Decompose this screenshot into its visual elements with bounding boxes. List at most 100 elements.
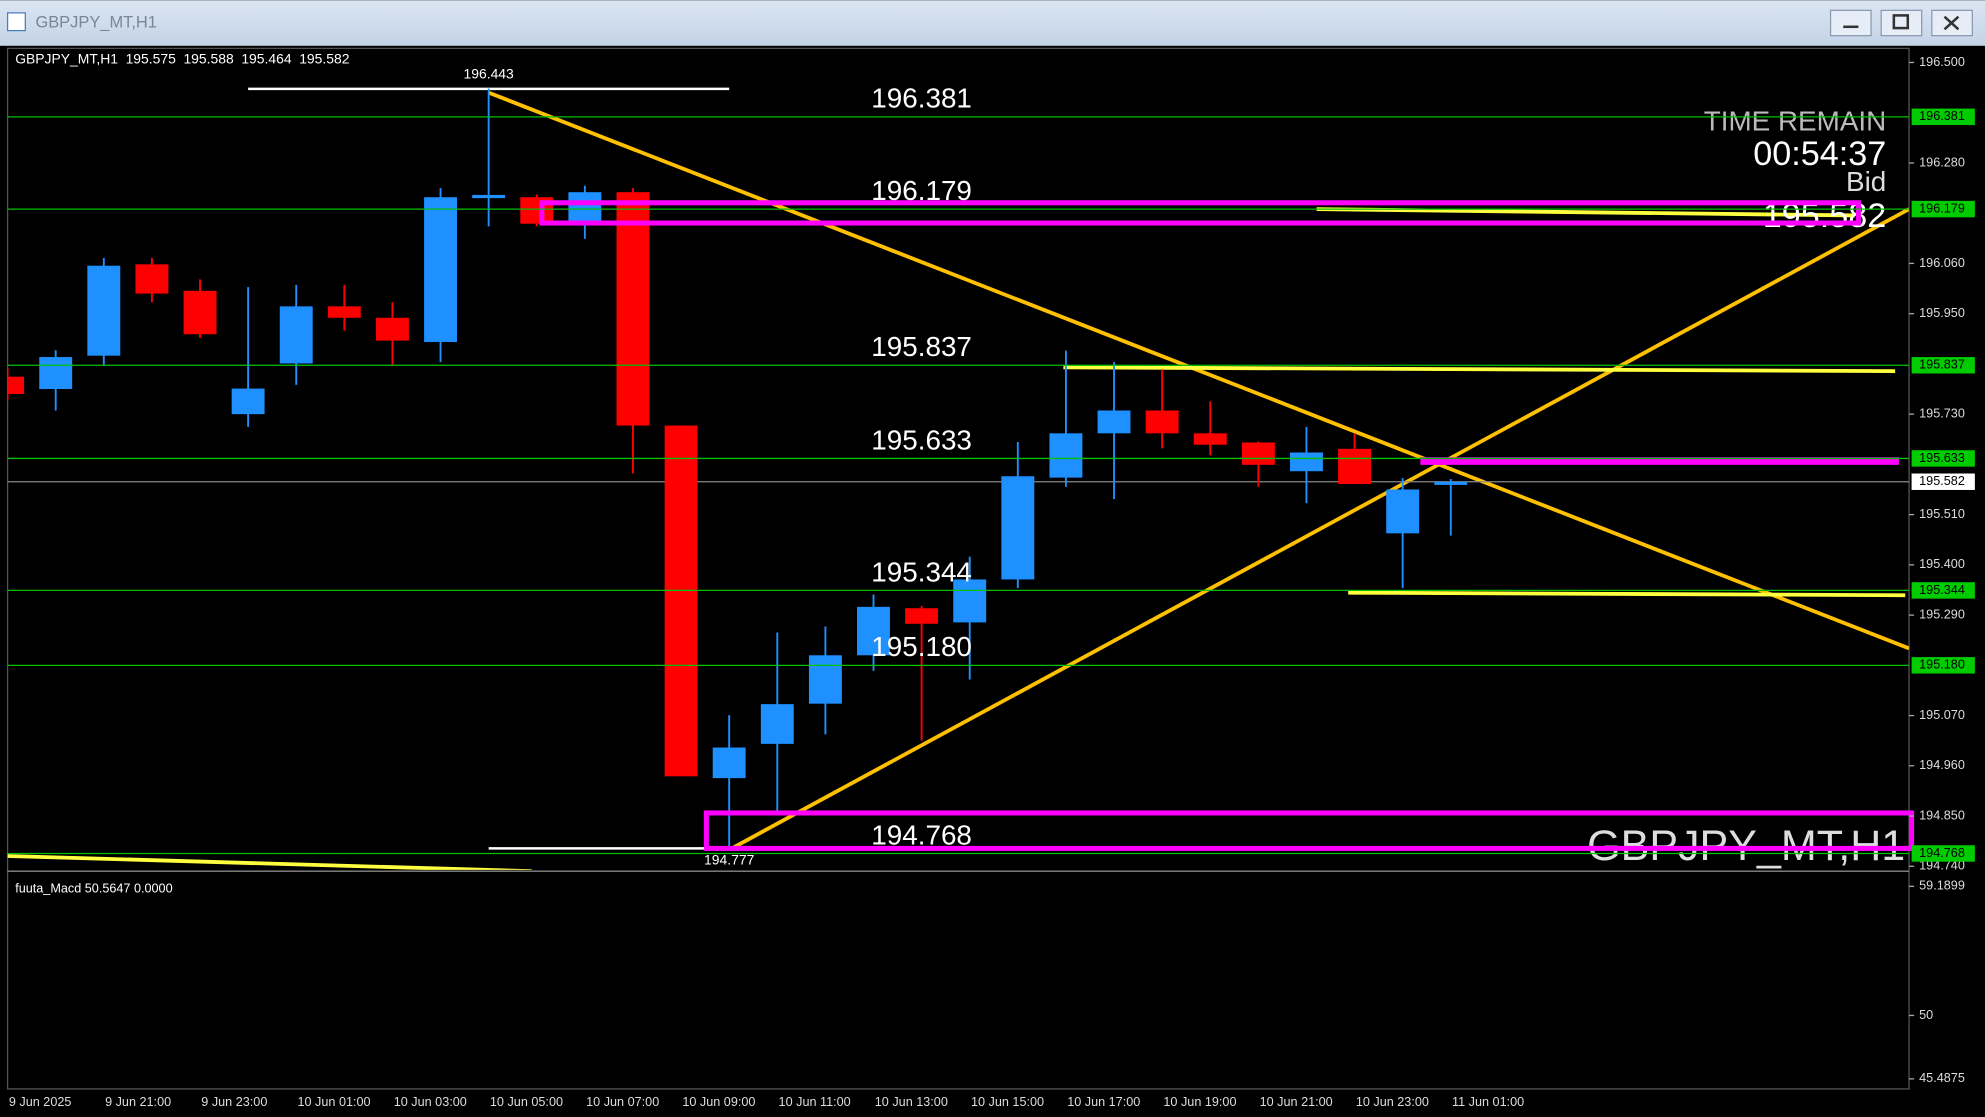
- indicator-title: fuuta_Macd 50.5647 0.0000: [15, 881, 172, 895]
- y-tick-label: 196.280: [1919, 155, 1965, 169]
- candle-body: [375, 317, 409, 341]
- y-tick-label: 195.070: [1919, 708, 1965, 722]
- restore-icon: [1892, 14, 1910, 30]
- x-tick-label: 10 Jun 21:00: [1260, 1095, 1333, 1109]
- level-tag-label: 196.179: [1919, 201, 1965, 215]
- candle-body: [472, 194, 506, 199]
- candle-body: [1001, 476, 1035, 580]
- x-tick-label: 9 Jun 21:00: [105, 1095, 171, 1109]
- candle-body: [1145, 410, 1179, 434]
- level-tag: [1911, 845, 1975, 862]
- x-tick-label: 11 Jun 01:00: [1452, 1095, 1524, 1109]
- x-tick-label: 9 Jun 23:00: [201, 1095, 267, 1109]
- header-symbol: GBPJPY_MT,H1: [15, 50, 118, 66]
- level-tag: [1911, 108, 1975, 126]
- overlay: 196.381196.179195.837195.633195.344195.1…: [464, 65, 1915, 867]
- minimize-button[interactable]: [1829, 9, 1872, 37]
- level-tag-label: 195.344: [1919, 583, 1965, 597]
- low-label: 194.777: [704, 851, 755, 867]
- bid-tag: [1911, 473, 1975, 490]
- window-icon: [6, 12, 26, 32]
- title-bar: [0, 0, 1985, 46]
- trendline: [730, 207, 1910, 851]
- y-tick-label: 194.850: [1919, 808, 1965, 822]
- header-high: 195.588: [183, 50, 234, 66]
- candle-body: [1434, 481, 1468, 485]
- candle-body: [664, 425, 698, 777]
- candle-body: [135, 264, 169, 294]
- high-label: 196.443: [464, 65, 515, 81]
- y-tick-label: 195.290: [1919, 607, 1965, 621]
- candle-body: [905, 608, 939, 624]
- level-tag: [1911, 582, 1975, 599]
- x-tick-label: 9 Jun 2025: [9, 1095, 72, 1109]
- zone-line: [1348, 590, 1906, 598]
- candle-body: [1097, 410, 1131, 434]
- y-tick-label: 195.950: [1919, 306, 1965, 320]
- window-buttons[interactable]: [1829, 9, 1973, 37]
- header-close: 195.582: [299, 50, 350, 66]
- level-label: 195.180: [871, 631, 972, 662]
- candle-body: [424, 197, 458, 342]
- y-tick-label: 196.500: [1919, 55, 1965, 69]
- candle-body: [712, 747, 746, 779]
- candle-body: [327, 306, 361, 318]
- y-tick-label: 196.060: [1919, 256, 1965, 270]
- candle-body: [7, 376, 25, 395]
- level-tag-label: 195.837: [1919, 358, 1965, 372]
- bid-caption: Bid: [1846, 166, 1886, 197]
- x-tick-label: 10 Jun 15:00: [971, 1095, 1044, 1109]
- timer-value: 00:54:37: [1753, 135, 1886, 173]
- level-tag: [1911, 200, 1975, 218]
- level-tag-label: 194.768: [1919, 846, 1965, 860]
- candle-body: [39, 357, 73, 390]
- candle-body: [857, 606, 890, 656]
- level-tag: [1911, 450, 1975, 467]
- y-tick-label: 50: [1919, 1008, 1933, 1022]
- y-tick-label: 195.730: [1919, 406, 1965, 420]
- y-tick-label: 195.510: [1919, 507, 1965, 521]
- x-tick-label: 10 Jun 23:00: [1356, 1095, 1429, 1109]
- x-tick-label: 10 Jun 07:00: [586, 1095, 659, 1109]
- level-tag-label: 195.633: [1919, 451, 1965, 465]
- band-line: [7, 854, 532, 870]
- zone-line: [1316, 207, 1855, 218]
- level-label: 196.381: [871, 83, 972, 114]
- candle-body: [183, 290, 217, 335]
- y-tick-label: 194.960: [1919, 758, 1965, 772]
- x-tick-label: 10 Jun 09:00: [682, 1095, 755, 1109]
- candle-body: [1049, 433, 1083, 478]
- y-tick-label: 195.400: [1919, 557, 1965, 571]
- x-tick-label: 10 Jun 17:00: [1067, 1095, 1140, 1109]
- y-tick-label: 45.4875: [1919, 1071, 1965, 1085]
- x-tick-label: 10 Jun 01:00: [297, 1095, 370, 1109]
- window-title: GBPJPY_MT,H1: [35, 13, 157, 31]
- price-pane: GBPJPY_MT,H1: [7, 87, 1910, 870]
- close-icon: [1943, 15, 1960, 31]
- candle-body: [760, 704, 794, 744]
- y-tick-label: 59.1899: [1919, 879, 1965, 893]
- candle-body: [231, 388, 265, 415]
- candle-body: [279, 306, 313, 364]
- x-tick-label: 10 Jun 19:00: [1163, 1095, 1236, 1109]
- watermark: GBPJPY_MT,H1: [1587, 822, 1905, 870]
- x-tick-label: 10 Jun 05:00: [490, 1095, 563, 1109]
- level-label: 195.837: [871, 331, 972, 362]
- candle-body: [1338, 448, 1372, 485]
- zone-box: [703, 810, 1915, 851]
- x-tick-label: 10 Jun 03:00: [394, 1095, 467, 1109]
- x-tick-label: 10 Jun 13:00: [875, 1095, 948, 1109]
- candle-body: [953, 579, 987, 623]
- chart-header: GBPJPY_MT,H1 195.575 195.588 195.464 195.582: [15, 50, 350, 66]
- header-open: 195.575: [126, 50, 177, 66]
- timer-title: TIME REMAIN: [1704, 105, 1887, 136]
- header-low: 195.464: [241, 50, 292, 66]
- candle-body: [568, 192, 602, 224]
- zone-line: [1063, 365, 1896, 374]
- level-label: 194.768: [871, 819, 972, 850]
- candle-body: [1386, 489, 1420, 534]
- candle-body: [1241, 442, 1275, 465]
- pane-border: [6, 47, 1910, 1090]
